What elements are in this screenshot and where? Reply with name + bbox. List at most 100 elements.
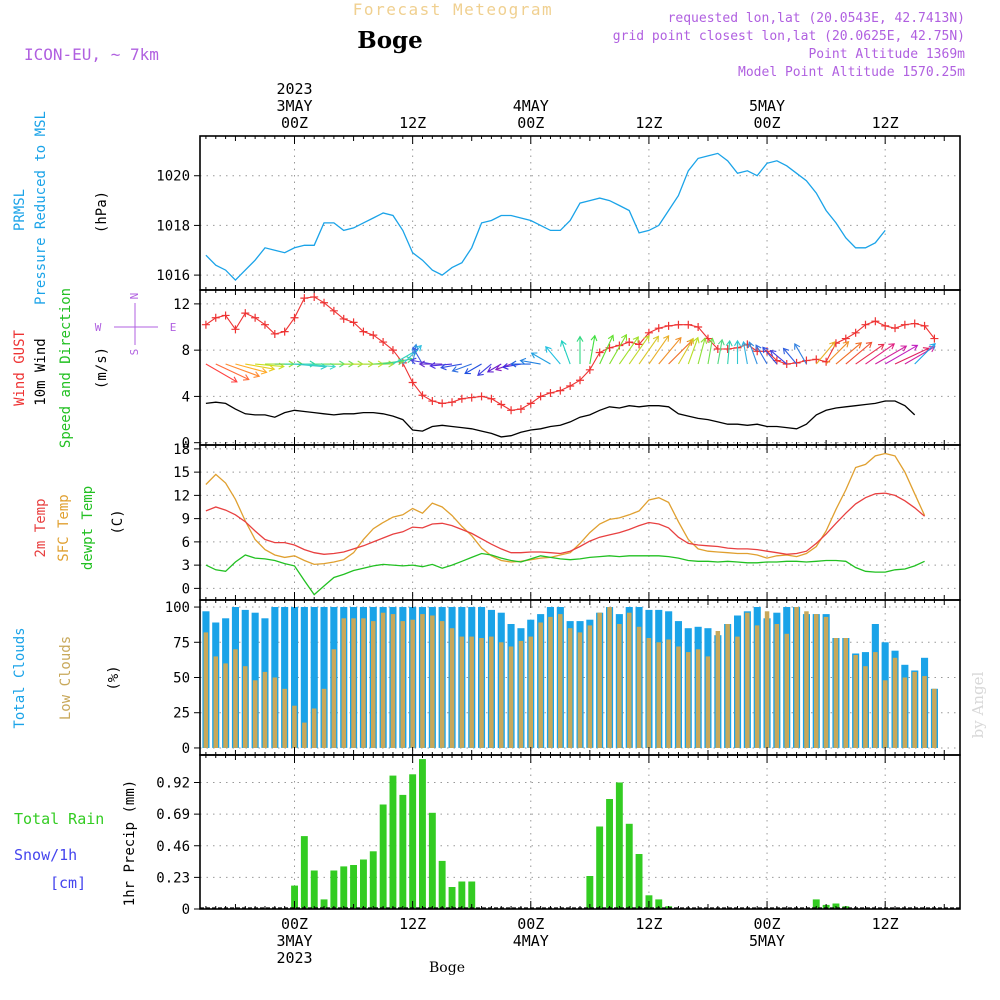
wind-arrow-head [429,362,436,369]
gust-marker [487,394,496,403]
wind-arrow [845,341,873,365]
time-label-bottom: 00Z [753,915,780,933]
wind-arrow [638,335,660,365]
series-layer [0,0,960,910]
wind-arrow-head [242,374,250,381]
wind-arrow-head [652,335,660,343]
wind-arrow-shaft [717,339,723,365]
frame-layer [199,135,961,910]
gust-marker [438,399,447,408]
wind-arrow [205,363,238,383]
rain-bar [458,881,466,909]
wind-arrow-shaft [914,343,936,365]
time-label-top: 4MAY [513,97,549,115]
gust-marker [329,306,338,315]
low-cloud-bar [597,612,602,748]
gust-marker [270,329,279,338]
gust-marker [891,324,900,333]
gust-marker [674,320,683,329]
wind-arrow-shaft [410,359,433,365]
gust-marker [654,324,663,333]
rain-label: Total Rain [14,810,104,828]
rain-bar [320,899,328,909]
wind-arrow-head [782,347,790,355]
wind-arrow-shaft [589,335,596,365]
gust-marker [841,334,850,343]
wind-arrow [418,360,443,368]
wind-arrow-head [929,342,936,350]
rain-bar [625,823,633,910]
wind-arrow-head [530,352,538,359]
t2m-line [205,492,926,555]
low-cloud-bar [932,688,937,748]
low-cloud-bar [321,688,327,748]
temperature-ytick-label: 0 [182,581,190,597]
wind-arrow-shaft [894,347,929,365]
total-cloud-bar [310,607,318,748]
time-label-bottom: 00Z [281,915,308,933]
low-cloud-bar [774,624,780,748]
time-label-bottom: 5MAY [749,932,785,950]
wind-arrow-shaft [865,343,895,365]
low-cloud-bar [882,680,888,748]
rain-bar [419,759,426,909]
wind-arrow-head [734,339,741,347]
wind-arrow [560,339,571,365]
model-point-altitude: Model Point Altitude 1570.25m [738,65,965,80]
temp-2m-label: 2m Temp [33,498,49,557]
low-cloud-bar [922,676,927,748]
clouds-ytick-label: 75 [173,635,190,651]
low-cloud-bar [213,656,218,748]
wind-arrow-shaft [545,346,561,365]
wind-arrow-head [510,360,517,368]
wind-arrow [245,363,276,372]
low-cloud-bar [705,656,711,748]
low-cloud-bar [292,705,297,748]
rain-bar [330,870,338,909]
wind-arrow-head [406,356,414,364]
wind-arrow-head [231,376,238,383]
time-label-top: 00Z [281,114,308,132]
wind-arrow [884,344,919,365]
wind-gust-label: Wind GUST [12,330,28,406]
wind-arrow-head [717,338,725,346]
low-cloud-bar [863,666,868,748]
gust-marker [379,338,388,347]
precip-unit: 1hr Precip (mm) [122,780,138,906]
rain-bar [606,799,613,909]
time-label-top: 12Z [635,114,662,132]
gust-marker [241,309,250,318]
gust-marker [418,391,427,400]
wind-arrow [755,344,768,365]
gust-marker [723,344,732,353]
gust-marker [280,327,289,336]
clouds-ytick-label: 0 [182,741,190,757]
low-cloud-bar [833,638,839,748]
low-cloud-bar [804,611,809,748]
wind-arrow [782,347,798,365]
wind-arrow-shaft [875,345,907,365]
low-cloud-bar [538,622,543,748]
rain-bar [596,826,604,909]
gust-marker [457,394,466,403]
gust-marker [625,338,634,347]
wind-arrow [383,356,414,365]
wind-arrow-head [253,371,261,378]
low-cloud-bar [754,625,760,748]
wind-arrow-shaft [464,363,482,375]
low-cloud-bar [262,671,268,748]
clouds-ytick-label: 25 [173,706,190,722]
low-cloud-bar [695,649,701,748]
gust-marker [201,320,210,329]
wind-arrow-shaft [727,340,731,365]
wind-arrow [697,337,708,365]
wind-arrow-shaft [648,335,670,365]
low-cloud-bar [902,677,908,748]
wind-arrow-shaft [294,363,327,368]
low-cloud-bar [794,607,799,748]
wind-arrow-head [412,346,419,354]
wind-arrow [440,363,462,371]
wind-arrow [510,360,531,368]
rain-bar [379,804,387,909]
